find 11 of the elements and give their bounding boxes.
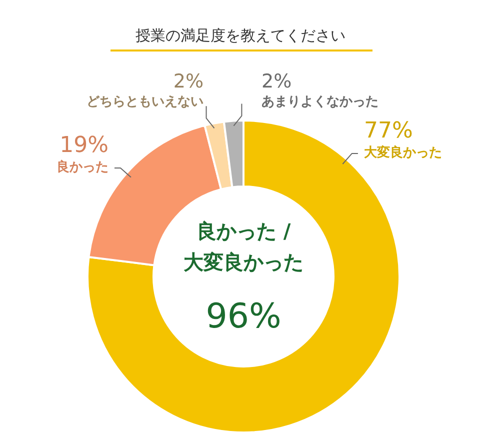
data-label: 2% (262, 70, 292, 92)
text: 96% (206, 296, 282, 336)
data-label: 2% (173, 70, 204, 92)
text: 良かった / 大変良かった (184, 218, 304, 274)
chart-title: 授業の満足度を教えてください (136, 26, 346, 44)
slice-label: 良かった (56, 159, 108, 176)
slice-label: 大変良かった (364, 144, 442, 160)
data-label: 77% (364, 118, 413, 144)
slice-label: どちらともいえない (86, 94, 204, 110)
slice-label: あまりよくなかった (262, 94, 378, 110)
data-label: 19% (60, 133, 108, 158)
